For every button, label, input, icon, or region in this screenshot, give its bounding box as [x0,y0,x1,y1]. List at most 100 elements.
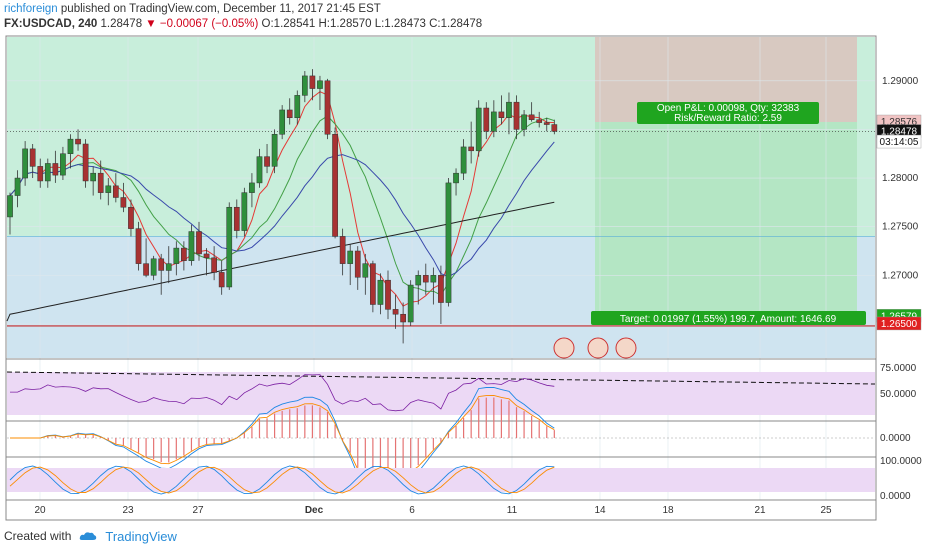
time-tick-label: 25 [820,505,832,516]
candle [468,121,475,164]
candle [165,246,172,284]
macd-signal-line [10,395,555,482]
publish-line: richforeign published on TradingView.com… [4,3,381,15]
ma-long-line [6,201,555,322]
price-tag-label: 1.28576 [881,117,918,128]
candle [301,71,308,103]
candle [67,134,74,169]
candle [551,119,558,135]
candle [105,178,112,206]
pnl-label: Open P&L: 0.00098, Qty: 32383 Risk/Rewar… [637,102,819,124]
candle [264,144,270,174]
candle [309,69,316,101]
us-flag-icon[interactable] [587,337,609,359]
candle [22,141,28,186]
candle [97,160,104,200]
candle [286,98,293,125]
time-tick-label: 18 [662,505,674,516]
candle [483,102,490,140]
rsi-trend-line [6,371,876,385]
stoch-tick-label: 100.0000 [880,456,922,467]
time-tick-label: 11 [507,505,518,516]
candle [377,273,384,315]
symbol-line: FX:USDCAD, 240 1.28478 ▼ −0.00067 (−0.05… [4,18,482,30]
candle [82,139,89,188]
candle [362,253,369,295]
footer: Created with TradingView [4,526,177,546]
price-tag-label: 1.28478 [881,127,918,138]
event-flags[interactable] [553,337,637,359]
price-tick-label: 1.27000 [882,270,919,281]
candle [112,173,119,203]
chart-header: richforeign published on TradingView.com… [4,1,924,35]
stoch-d-line [9,466,555,494]
candle [513,95,520,140]
candle [211,246,217,281]
candle [29,144,36,179]
candle [218,260,225,295]
candle [498,95,505,125]
candle [422,263,429,295]
candle [392,294,399,329]
time-tick-label: 20 [34,505,46,516]
candle [324,78,331,140]
candle [528,102,535,122]
pnl-line2: Risk/Reward Ratio: 2.59 [674,113,782,124]
target-text: Target: 0.01997 (1.55%) 199.7, Amount: 1… [620,314,837,325]
time-tick-label: 6 [409,505,415,516]
price-tag: 03:14:05 [876,134,922,149]
candle [407,280,414,326]
created-with: Created with [4,529,72,543]
candle [226,202,233,290]
candle [196,221,202,261]
last-price: 1.28478 [100,18,143,30]
candle [14,170,21,208]
candle [445,178,452,307]
time-tick-label: 21 [754,505,766,516]
candle [158,253,165,295]
candle [543,117,550,132]
target-label: Target: 0.01997 (1.55%) 199.7, Amount: 1… [591,311,866,325]
candle [506,92,512,135]
stoch-tick-label: 0.0000 [880,491,911,502]
time-tick-label: 27 [192,505,204,516]
stoch-k-line [9,465,555,495]
candle [256,148,263,188]
candle [347,244,354,286]
time-tick-label: 23 [122,505,134,516]
candle [415,270,422,305]
candle [332,127,338,239]
rsi-line [10,374,555,412]
candle [7,192,13,235]
us-flag-icon[interactable] [615,337,637,359]
price-tick-label: 1.27500 [882,222,919,233]
publish-info: published on TradingView.com, December 1… [60,3,381,15]
price-tag: 1.26500 [876,316,922,331]
symbol-label: FX:USDCAD, 240 [4,18,98,30]
stoch-band [7,468,875,492]
price-tick-label: 1.28000 [882,173,919,184]
candle [181,241,187,271]
price-tick-label: 1.29000 [882,76,919,87]
candle [460,139,467,180]
candle [294,90,301,125]
time-tick-label: Dec [305,505,324,516]
candle [354,246,361,290]
candle [150,255,157,281]
candle [536,111,543,128]
us-flag-icon[interactable] [553,337,575,359]
candle [44,158,51,188]
tradingview-cloud-icon [80,532,97,540]
candle [438,265,444,324]
candle [120,182,127,213]
author-link[interactable]: richforeign [4,3,58,15]
candle [385,270,391,320]
rsi-tick-label: 75.0000 [880,363,917,374]
tradingview-logo[interactable]: TradingView [105,528,177,544]
candle [188,224,195,266]
candle [279,105,286,140]
candle [430,267,437,305]
candle [400,302,406,344]
candle [128,199,134,237]
